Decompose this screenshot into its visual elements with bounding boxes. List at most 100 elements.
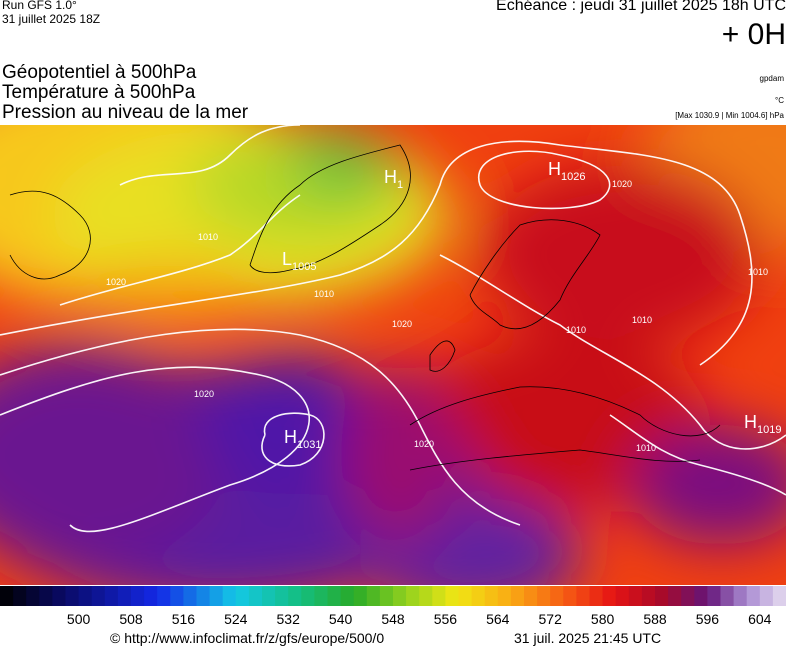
forecast-time: Echéance : jeudi 31 juillet 2025 18h UTC [496, 0, 786, 14]
isobar-label: 1020 [106, 277, 126, 287]
layer-title: Pression au niveau de la mer [2, 102, 249, 123]
layer-title: Géopotentiel à 500hPa [2, 62, 197, 83]
center-value: 1005 [292, 261, 316, 273]
color-swatch [91, 586, 106, 606]
run-date: 31 juillet 2025 18Z [2, 12, 101, 26]
layer-title: Température à 500hPa [2, 82, 196, 103]
color-swatch [13, 586, 27, 606]
center-letter: L [282, 249, 292, 269]
isobar-label: 1010 [748, 267, 768, 277]
color-swatch [222, 586, 237, 606]
color-swatch [131, 586, 145, 606]
color-swatch [419, 586, 433, 606]
colorbar-tick-label: 508 [119, 611, 143, 627]
colorbar-tick-label: 588 [643, 611, 667, 627]
generated-time: 31 juil. 2025 21:45 UTC [514, 630, 662, 646]
color-swatch [39, 586, 53, 606]
colorbar: 500 508 516 524 532 540 548 556 564 572 580 588 596 6… [0, 586, 786, 627]
isobars [0, 125, 786, 533]
color-swatch [458, 586, 473, 606]
color-swatch [340, 586, 355, 606]
color-swatch [432, 586, 446, 606]
center-letter: H [744, 412, 757, 432]
color-swatch [26, 586, 40, 606]
color-swatch [248, 586, 263, 606]
color-swatch [406, 586, 420, 606]
color-swatch [0, 586, 14, 606]
pressure-center: H1 [384, 167, 403, 191]
color-swatch [615, 586, 630, 606]
color-swatch [563, 586, 577, 606]
colorbar-tick-label: 556 [434, 611, 458, 627]
color-swatch [65, 586, 80, 606]
colorbar-tick-label: 540 [329, 611, 353, 627]
color-swatch [275, 586, 289, 606]
color-swatch [393, 586, 407, 606]
isobar-label: 1010 [314, 289, 334, 299]
pressure-center: H1026 [548, 159, 585, 183]
color-swatch [144, 586, 158, 606]
color-swatch [262, 586, 276, 606]
isobar-label: 1020 [392, 319, 412, 329]
isobar-label: 1010 [632, 315, 652, 325]
center-letter: H [548, 159, 561, 179]
unit-label: gpdam [759, 74, 784, 83]
colorbar-tick-label: 564 [486, 611, 510, 627]
color-swatch [576, 586, 590, 606]
color-swatch [157, 586, 171, 606]
color-swatch [445, 586, 459, 606]
color-swatch [497, 586, 512, 606]
color-swatch [655, 586, 669, 606]
colorbar-tick-label: 500 [67, 611, 91, 627]
source-link[interactable]: © http://www.infoclimat.fr/z/gfs/europe/… [110, 630, 385, 646]
center-letter: H [384, 167, 397, 187]
color-swatch [288, 586, 302, 606]
colorbar-tick-label: 548 [381, 611, 405, 627]
color-swatch [537, 586, 551, 606]
color-swatch [379, 586, 394, 606]
color-swatch [484, 586, 499, 606]
color-swatch [209, 586, 224, 606]
pressure-center: L1005 [282, 249, 317, 273]
isobar-label: 1020 [612, 179, 632, 189]
isobar-label: 1020 [194, 389, 214, 399]
color-swatch [550, 586, 564, 606]
colorbar-tick-label: 596 [696, 611, 720, 627]
center-value: 1031 [297, 439, 321, 451]
pressure-center: H1019 [744, 412, 781, 436]
color-swatch [772, 586, 786, 606]
color-swatch [589, 586, 604, 606]
color-swatch [471, 586, 486, 606]
unit-label: °C [775, 96, 784, 105]
center-value: 1026 [561, 171, 585, 183]
map: H1026H1031H1019H1L1005101010201010102010… [0, 125, 786, 585]
center-value: 1019 [757, 424, 781, 436]
color-swatch [170, 586, 184, 606]
unit-label: [Max 1030.9 | Min 1004.6] hPa [675, 111, 784, 120]
color-swatch [235, 586, 250, 606]
color-swatch [602, 586, 617, 606]
color-swatch [196, 586, 211, 606]
pressure-center: H1031 [284, 427, 321, 451]
color-swatch [78, 586, 93, 606]
lead-time: + 0H [721, 18, 786, 51]
color-swatch [117, 586, 132, 606]
color-swatch [681, 586, 695, 606]
isobar-label: 1010 [198, 232, 218, 242]
color-swatch [510, 586, 525, 606]
color-swatch [668, 586, 682, 606]
color-swatch [353, 586, 368, 606]
colorbar-tick-label: 524 [224, 611, 248, 627]
colorbar-tick-label: 604 [748, 611, 772, 627]
color-swatch [52, 586, 66, 606]
coastlines [9, 144, 721, 471]
color-swatch [733, 586, 748, 606]
center-letter: H [284, 427, 297, 447]
colorbar-tick-label: 572 [539, 611, 563, 627]
color-swatch [628, 586, 643, 606]
colorbar-tick-label: 532 [277, 611, 301, 627]
color-swatch [327, 586, 342, 606]
colorbar-tick-label: 516 [172, 611, 196, 627]
color-swatch [104, 586, 119, 606]
